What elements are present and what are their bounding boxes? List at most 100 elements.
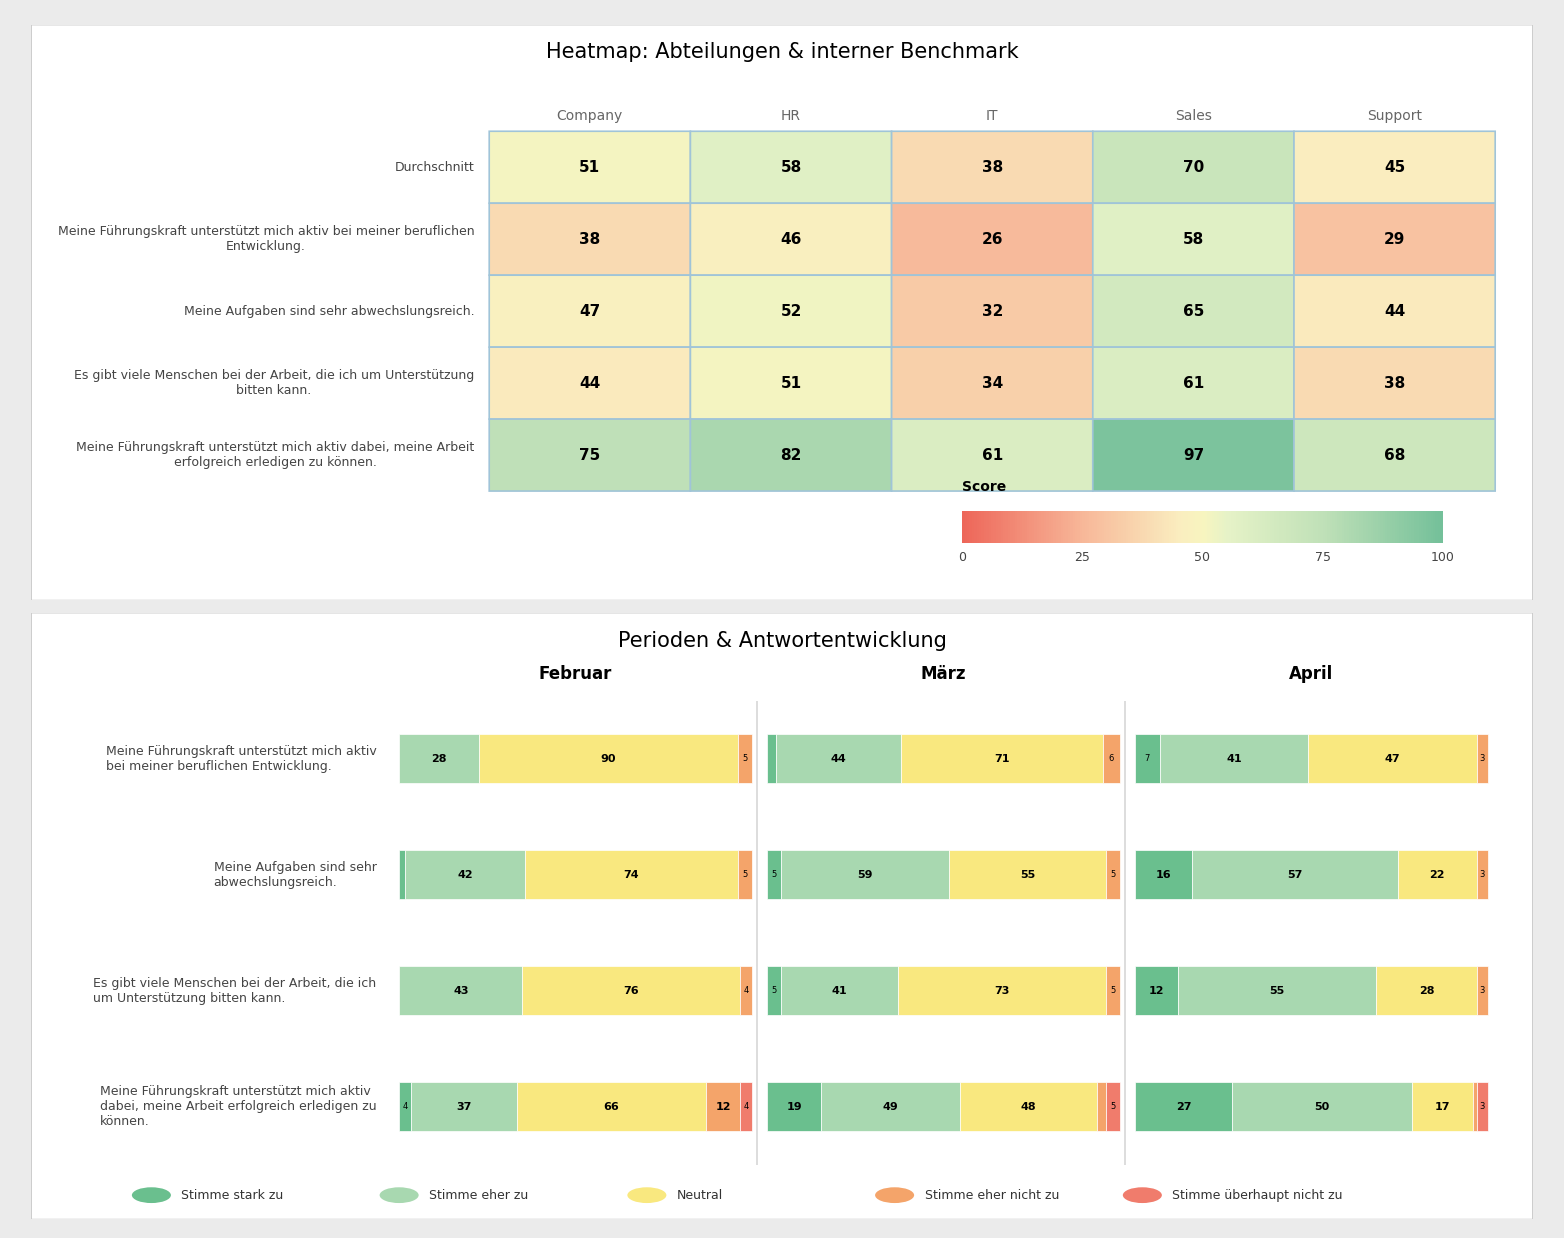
Bar (1135, 511, 1137, 542)
Bar (1243, 511, 1245, 542)
Circle shape (380, 1187, 419, 1203)
Text: Stimme überhaupt nicht zu: Stimme überhaupt nicht zu (1173, 1188, 1343, 1202)
Text: Februar: Februar (540, 665, 612, 682)
Bar (1190, 511, 1193, 542)
Bar (974, 511, 976, 542)
Text: Durchschnitt: Durchschnitt (394, 161, 474, 173)
Text: 28: 28 (1419, 985, 1434, 995)
Text: 3: 3 (1480, 870, 1484, 879)
Circle shape (876, 1187, 913, 1203)
Bar (411, 1082, 516, 1132)
Text: 90: 90 (601, 754, 616, 764)
Text: Sales: Sales (1175, 109, 1212, 123)
Bar (1476, 734, 1487, 784)
Bar (1337, 511, 1339, 542)
Bar (901, 734, 1103, 784)
Bar (1132, 511, 1135, 542)
Bar (1270, 511, 1272, 542)
Bar (1012, 511, 1015, 542)
Bar (1114, 511, 1117, 542)
Text: 44: 44 (579, 375, 601, 391)
Text: 73: 73 (995, 985, 1009, 995)
Bar (1068, 511, 1070, 542)
Text: 43: 43 (454, 985, 469, 995)
Bar (1245, 511, 1248, 542)
Bar (1018, 511, 1020, 542)
Text: 44: 44 (830, 754, 846, 764)
Bar (1334, 511, 1337, 542)
Text: IT: IT (985, 109, 998, 123)
Text: 65: 65 (1182, 303, 1204, 318)
Bar (1096, 1082, 1106, 1132)
Bar (1073, 511, 1074, 542)
Bar (1032, 511, 1034, 542)
Text: 50: 50 (1195, 551, 1211, 565)
Bar (1339, 511, 1342, 542)
Bar (1318, 511, 1320, 542)
Text: 17: 17 (1434, 1102, 1450, 1112)
Bar (1173, 511, 1176, 542)
Bar (1145, 511, 1146, 542)
Text: Perioden & Antwortentwicklung: Perioden & Antwortentwicklung (618, 631, 946, 651)
FancyBboxPatch shape (490, 347, 690, 420)
Circle shape (131, 1187, 170, 1203)
Bar (1176, 511, 1178, 542)
Text: 12: 12 (1148, 985, 1164, 995)
Bar (738, 734, 752, 784)
Bar (1329, 511, 1333, 542)
Text: Meine Führungskraft unterstützt mich aktiv bei meiner beruflichen
Entwicklung.: Meine Führungskraft unterstützt mich akt… (58, 225, 474, 254)
Bar (1087, 511, 1090, 542)
Text: Stimme eher zu: Stimme eher zu (429, 1188, 529, 1202)
Bar (1419, 511, 1422, 542)
Bar (1095, 511, 1096, 542)
Text: 38: 38 (1384, 375, 1404, 391)
Bar (988, 511, 992, 542)
Bar (1267, 511, 1270, 542)
Bar (1401, 511, 1404, 542)
Text: 41: 41 (832, 985, 848, 995)
Bar (1417, 511, 1419, 542)
Bar (1397, 511, 1400, 542)
Bar (1292, 511, 1293, 542)
Bar (1106, 851, 1120, 899)
Bar (998, 511, 1001, 542)
Bar (1328, 511, 1329, 542)
Bar (1150, 511, 1153, 542)
Bar (1023, 511, 1024, 542)
Bar (1379, 511, 1383, 542)
Bar (1103, 734, 1120, 784)
Bar (1261, 511, 1262, 542)
Bar (1265, 511, 1267, 542)
Text: 55: 55 (1020, 870, 1035, 880)
Bar (1231, 511, 1234, 542)
Text: 42: 42 (457, 870, 472, 880)
Bar (1162, 511, 1164, 542)
Bar (1400, 511, 1401, 542)
FancyBboxPatch shape (1293, 420, 1495, 491)
Bar (1110, 511, 1114, 542)
Text: 51: 51 (579, 160, 601, 175)
Text: 0: 0 (959, 551, 967, 565)
Bar (1239, 511, 1240, 542)
Bar (1189, 511, 1190, 542)
Bar (1359, 511, 1361, 542)
Bar (1293, 511, 1297, 542)
Bar (1157, 511, 1159, 542)
Text: 46: 46 (780, 232, 802, 246)
Bar (970, 511, 971, 542)
FancyBboxPatch shape (1293, 275, 1495, 347)
Bar (1422, 511, 1423, 542)
Bar (1234, 511, 1236, 542)
Text: 7: 7 (1145, 754, 1150, 764)
Bar (1092, 511, 1095, 542)
Text: 28: 28 (432, 754, 447, 764)
Bar (1229, 511, 1231, 542)
Bar (1003, 511, 1006, 542)
Text: 82: 82 (780, 448, 802, 463)
Text: HR: HR (780, 109, 801, 123)
Bar (1409, 511, 1411, 542)
Text: 70: 70 (1182, 160, 1204, 175)
Bar (1281, 511, 1284, 542)
Bar (1101, 511, 1104, 542)
Bar (962, 511, 965, 542)
